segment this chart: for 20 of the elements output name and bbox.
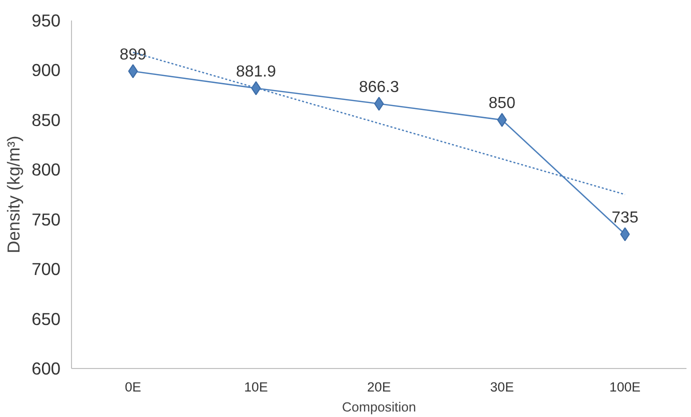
data-label: 866.3 — [358, 78, 400, 96]
data-label: 735 — [612, 209, 638, 226]
y-tick-label: 850 — [32, 110, 61, 130]
x-tick-label: 100E — [609, 380, 641, 394]
x-tick-label: 0E — [124, 380, 142, 394]
data-label: 899 — [120, 46, 146, 64]
data-label: 850 — [488, 94, 516, 112]
y-tick-label: 700 — [32, 259, 61, 280]
data-label: 881.9 — [236, 63, 276, 80]
x-tick-label: 10E — [244, 380, 268, 394]
y-tick-label: 750 — [32, 209, 61, 230]
y-axis-title: Density (kg/m³) — [4, 136, 24, 254]
y-tick-label: 950 — [32, 10, 61, 30]
x-tick-label: 20E — [367, 380, 391, 394]
y-tick-label: 600 — [32, 358, 61, 378]
y-tick-label: 650 — [32, 308, 61, 329]
x-tick-label: 30E — [490, 380, 514, 394]
x-axis-title: Composition — [342, 400, 416, 414]
y-tick-label: 900 — [32, 60, 61, 80]
y-tick-label: 800 — [32, 160, 61, 180]
